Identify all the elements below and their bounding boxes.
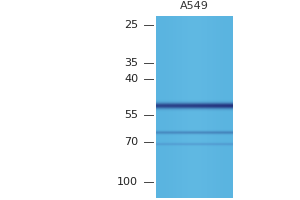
- Text: A549: A549: [180, 1, 208, 11]
- Text: 35: 35: [124, 58, 138, 68]
- Text: 55: 55: [124, 110, 138, 120]
- Text: 40: 40: [124, 74, 138, 84]
- Text: 25: 25: [124, 20, 138, 30]
- Text: 70: 70: [124, 137, 138, 147]
- Text: 100: 100: [117, 177, 138, 187]
